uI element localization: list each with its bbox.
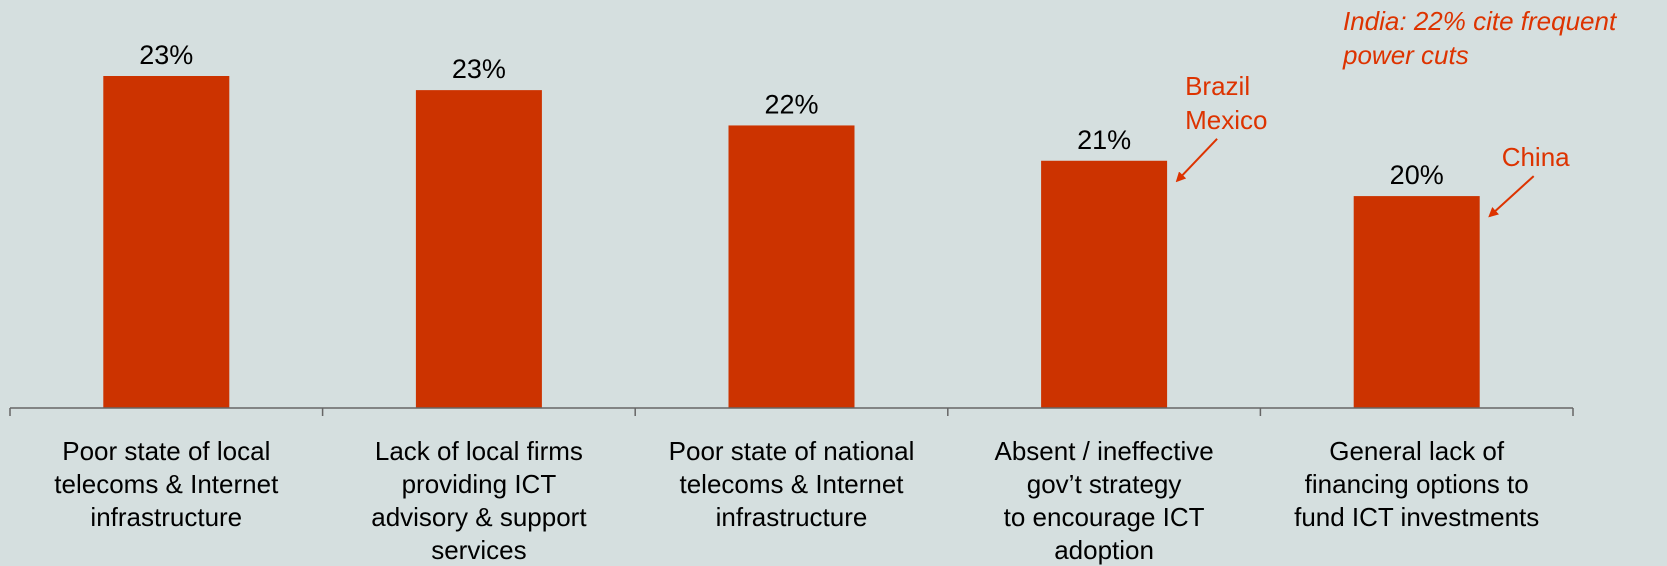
category-label-2: Lack of local firms providing ICT advisory… [371,436,587,565]
category-label-5: General lack of financing options to fund … [1294,436,1539,532]
category-label-3: Poor state of national telecoms & Interne… [669,436,915,532]
bar-1 [103,76,230,408]
annotation-arrow-1 [1175,138,1218,183]
bar-2 [415,90,542,409]
category-label-4: Absent / ineffective gov’t strategy to enc… [994,436,1213,565]
bar-4 [1041,160,1168,408]
annotation-arrow-2 [1488,175,1535,218]
value-label-5: 20% [1390,160,1444,190]
value-label-4: 21% [1077,125,1131,155]
value-label-3: 22% [764,89,818,119]
bar-5 [1353,196,1480,408]
india-note: India: 22% cite frequent power cuts [1343,6,1617,70]
annotation-1: Brazil Mexico [1185,71,1267,135]
bar-3 [728,125,855,408]
value-label-2: 23% [452,54,506,84]
category-label-1: Poor state of local telecoms & Internet in… [54,436,279,532]
annotation-2: China [1502,142,1570,172]
value-label-1: 23% [139,40,193,70]
